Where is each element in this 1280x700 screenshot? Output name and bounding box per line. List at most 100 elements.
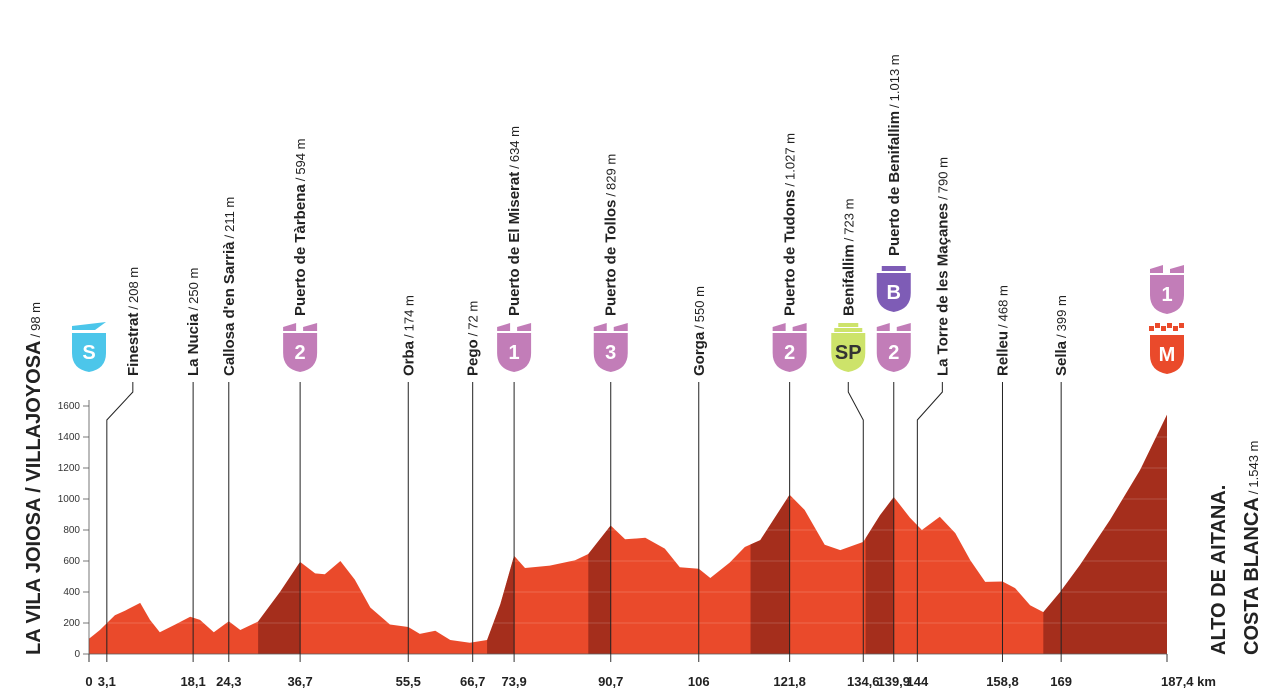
waypoint-name: Puerto de El Miserat	[506, 172, 523, 316]
badge-shield	[497, 333, 532, 372]
badge: 2	[772, 323, 807, 372]
x-tick-label: 144	[906, 674, 928, 689]
y-tick-label: 400	[63, 587, 80, 598]
x-tick-label: 18,1	[180, 674, 205, 689]
badge-label: 3	[605, 342, 616, 364]
separator: /	[507, 165, 522, 169]
y-tick-label: 0	[74, 649, 80, 660]
separator: /	[1054, 334, 1069, 338]
waypoint-altitude: 723 m	[841, 199, 856, 235]
badge: 2	[876, 323, 911, 372]
x-tick-label: 134,6	[847, 674, 880, 689]
waypoint-name: La Torre de les Maçanes	[934, 203, 951, 376]
waypoint-altitude: 634 m	[507, 126, 522, 162]
badge: S	[72, 322, 106, 372]
badge-top	[881, 266, 906, 271]
separator: /	[293, 177, 308, 181]
badge-top	[838, 323, 859, 327]
waypoint-altitude: 550 m	[692, 286, 707, 322]
waypoint-label: Puerto de Tàrbena / 594 m	[292, 139, 309, 316]
waypoint-label: Finestrat / 208 m	[125, 267, 142, 376]
badge-top	[1179, 323, 1184, 328]
waypoint-name: Puerto de Tàrbena	[292, 184, 309, 316]
badge: M	[1149, 323, 1184, 374]
waypoint-altitude: 174 m	[401, 295, 416, 331]
waypoint-name: LA VILA JOIOSA / VILLAJOYOSA	[23, 341, 45, 655]
waypoint-altitude: 1.027 m	[783, 133, 798, 180]
waypoint-altitude: 790 m	[935, 157, 950, 193]
waypoint-label: Relleu / 468 m	[994, 285, 1011, 376]
waypoint-name: Relleu	[994, 331, 1011, 376]
waypoint-label: La Torre de les Maçanes / 790 m	[934, 157, 951, 376]
x-tick-label: 3,1	[98, 674, 116, 689]
badge-shield	[876, 273, 911, 312]
waypoint-label: Puerto de Benifallim / 1.013 m	[886, 54, 903, 256]
badge-label: SP	[835, 342, 862, 364]
badge-label: 2	[295, 342, 306, 364]
badge-shield	[772, 333, 807, 372]
waypoint-name: Puerto de Tollos	[603, 200, 620, 316]
waypoint-name: Callosa d'en Sarrià	[221, 241, 238, 376]
badge-shield	[72, 333, 106, 372]
badge: SP	[831, 323, 866, 372]
badge-top	[497, 323, 532, 331]
badge-top	[1161, 326, 1166, 331]
waypoint-name: Finestrat	[125, 313, 142, 376]
badge-shield	[1150, 335, 1184, 374]
waypoint-label: Gorga / 550 m	[691, 286, 708, 376]
separator: /	[126, 306, 141, 310]
x-tick-label: 0	[85, 674, 92, 689]
separator: /	[466, 332, 481, 336]
separator: /	[401, 334, 416, 338]
separator: /	[28, 334, 43, 338]
badge-top	[834, 328, 863, 332]
waypoint-name: Benifallim	[840, 244, 857, 316]
badge-label: 2	[888, 342, 899, 364]
badge-shield	[876, 333, 911, 372]
badge-label: S	[82, 342, 95, 364]
badge-top	[876, 323, 911, 331]
waypoint-label: La Nucia / 250 m	[185, 268, 202, 376]
waypoint-label: Benifallim / 723 m	[840, 199, 857, 316]
waypoint-altitude: 250 m	[186, 268, 201, 304]
x-tick-label: 55,5	[396, 674, 421, 689]
badge-top	[593, 323, 628, 331]
x-tick-label: 24,3	[216, 674, 241, 689]
badge: 3	[593, 323, 628, 372]
waypoint-name: Pego	[465, 339, 482, 376]
waypoint-name: Puerto de Tudons	[782, 190, 799, 316]
waypoint-name: Gorga	[691, 331, 708, 376]
y-tick-label: 600	[63, 556, 80, 567]
waypoint-altitude: 98 m	[28, 302, 43, 331]
x-tick-label: 139,9	[877, 674, 910, 689]
waypoint-label: Puerto de Tollos / 829 m	[603, 154, 620, 316]
waypoint-label: Puerto de El Miserat / 634 m	[506, 126, 523, 316]
y-tick-label: 1600	[58, 401, 81, 412]
waypoint-altitude: 594 m	[293, 139, 308, 175]
badge-top	[72, 322, 106, 330]
waypoint-label: Callosa d'en Sarrià / 211 m	[221, 197, 238, 376]
badge-shield	[593, 333, 628, 372]
badge: 1	[1150, 265, 1184, 314]
badge-label: 2	[784, 342, 795, 364]
badge-top	[1149, 326, 1154, 331]
waypoint-label: Sella / 399 m	[1053, 295, 1070, 376]
separator: /	[222, 235, 237, 239]
waypoint-label: Pego / 72 m	[465, 301, 482, 376]
finish-altitude: 1.543 m	[1246, 441, 1261, 488]
waypoint-label: Puerto de Tudons / 1.027 m	[782, 133, 799, 316]
separator: /	[841, 237, 856, 241]
y-tick-label: 1200	[58, 463, 81, 474]
badge-shield	[283, 333, 318, 372]
x-tick-label: 106	[688, 674, 710, 689]
badge: B	[876, 266, 911, 312]
badge-shield	[831, 333, 866, 372]
waypoint-label: LA VILA JOIOSA / VILLAJOYOSA / 98 m	[23, 302, 45, 655]
waypoint-altitude: 208 m	[126, 267, 141, 303]
badge-top	[1150, 265, 1184, 273]
waypoint-altitude: 72 m	[466, 301, 481, 330]
badge-top	[283, 323, 318, 331]
badge-top	[772, 323, 807, 331]
separator: /	[887, 104, 902, 108]
